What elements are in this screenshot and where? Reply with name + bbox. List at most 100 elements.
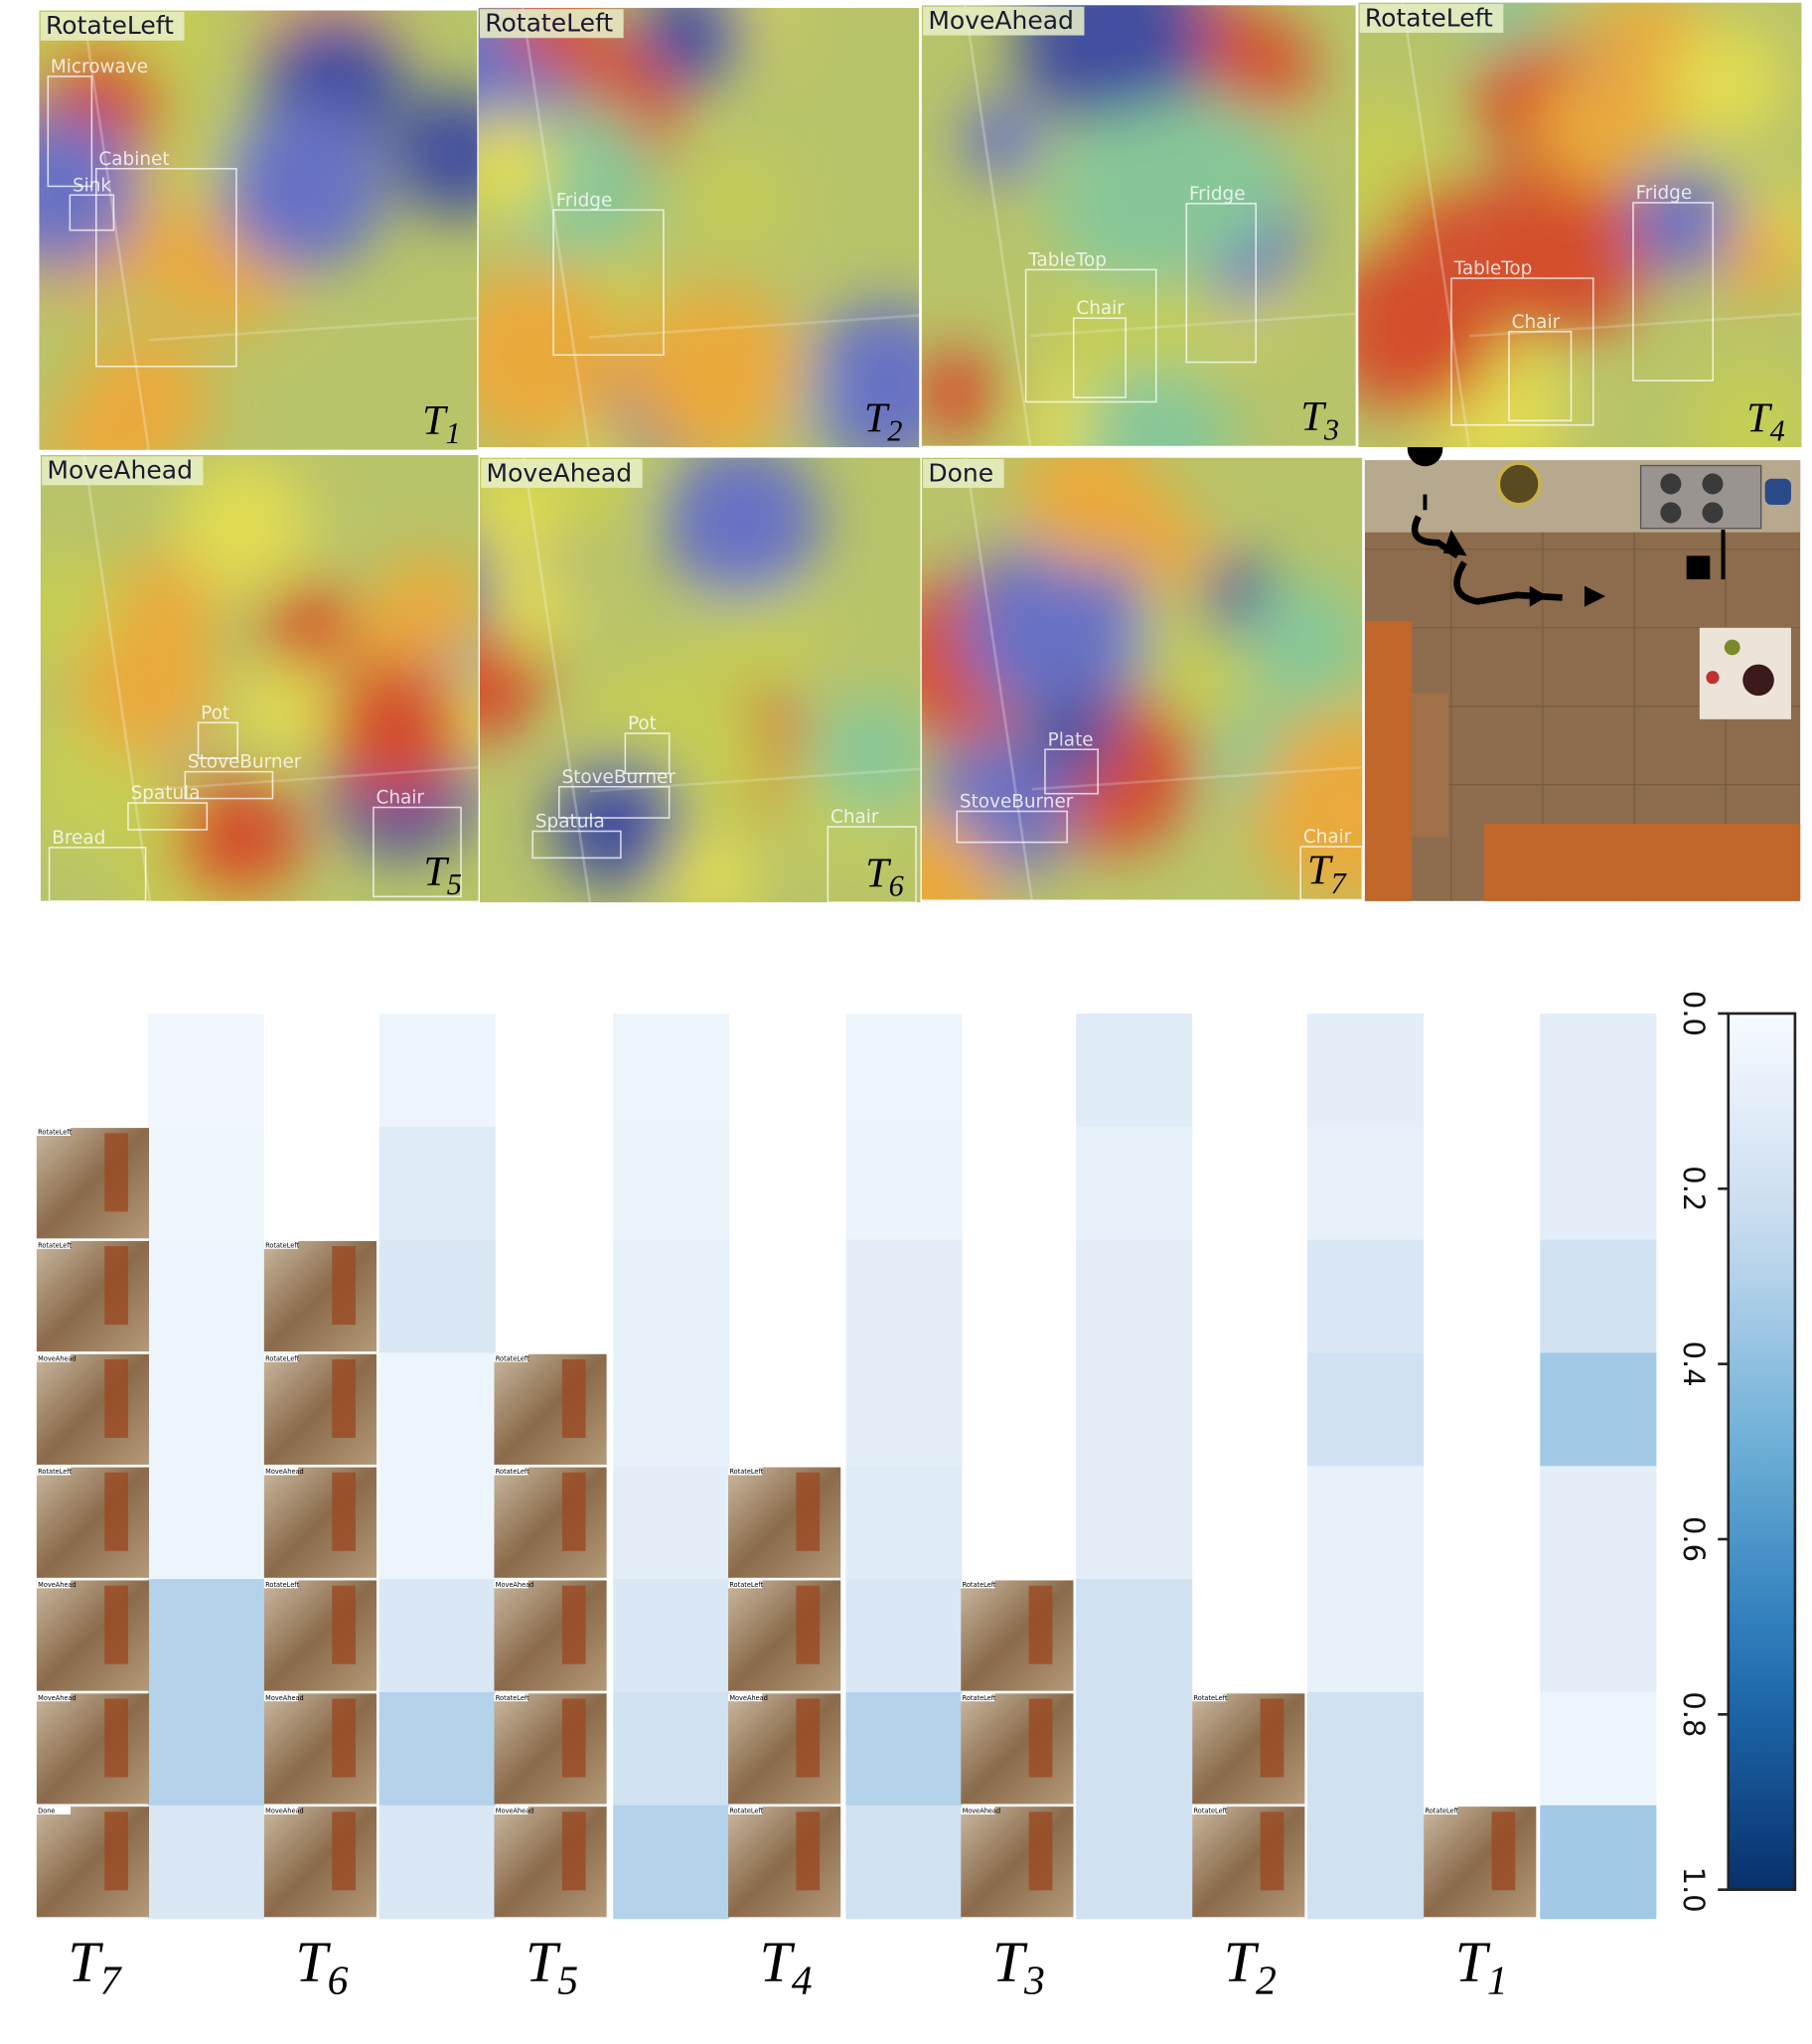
- thumbnail-action: RotateLeft: [1194, 1694, 1228, 1702]
- heat-cell: [613, 1466, 730, 1580]
- step-base: T: [760, 1930, 796, 1994]
- thumbnail-action: RotateLeft: [265, 1354, 299, 1362]
- heat-blobs: [921, 5, 1314, 446]
- heat-cell: [378, 1352, 496, 1467]
- thumbnail: MoveAhead: [36, 1693, 150, 1805]
- thumbnail-action: RotateLeft: [1425, 1808, 1458, 1815]
- thumbnail-tag: [494, 1807, 528, 1815]
- step-label: T5: [526, 1930, 578, 2004]
- thumbnail-wall: [561, 1811, 586, 1891]
- heat-blob: [76, 332, 212, 450]
- heat-blobs: [40, 457, 479, 901]
- heat-cell: [1540, 1691, 1657, 1807]
- thumbnail-tag: [494, 1467, 528, 1476]
- heat-cell: [1540, 1579, 1657, 1693]
- attention-panel: Fridge RotateLeft T2: [478, 7, 920, 448]
- thumbnail-wall: [1260, 1698, 1284, 1778]
- thumbnail-tag: [494, 1580, 528, 1589]
- attention-panel: Fridge TableTop Chair MoveAhead T3: [921, 5, 1356, 446]
- heat-cell: [147, 1691, 264, 1807]
- thumbnail-action: RotateLeft: [265, 1581, 299, 1589]
- room-edge: [149, 765, 479, 791]
- heat-blob: [39, 112, 140, 271]
- object-box: [624, 732, 671, 775]
- action-label: RotateLeft: [1365, 3, 1493, 32]
- heat-cell: [378, 1691, 496, 1807]
- thumbnail-wall: [104, 1698, 128, 1778]
- thumbnail-wall: [104, 1472, 128, 1551]
- thumbnail-image: [961, 1807, 1074, 1918]
- object-box: [956, 810, 1068, 844]
- thumbnail-image: [36, 1807, 150, 1918]
- object-label: Fridge: [556, 190, 613, 211]
- heat-cell: [613, 1126, 730, 1241]
- heat-cell: [1307, 1126, 1425, 1241]
- object-box: [127, 802, 209, 831]
- thumbnail-image: [1192, 1807, 1305, 1918]
- thumbnail-wall: [796, 1811, 821, 1891]
- thumbnail-tag: [961, 1693, 995, 1702]
- heat-cell: [378, 1466, 496, 1580]
- object-label: TableTop: [1027, 249, 1107, 270]
- thumbnail-image: [263, 1693, 378, 1805]
- heat-blob: [263, 581, 353, 672]
- attention-panel: Pot StoveBurner Spatula Chair MoveAhead T6: [479, 457, 921, 903]
- thumbnail-action: MoveAhead: [38, 1354, 76, 1362]
- colorbar: [1727, 1012, 1797, 1891]
- action-tag: [40, 11, 185, 41]
- thumbnail-wall: [332, 1246, 356, 1326]
- attention-panel: Fridge TableTop Chair RotateLeft T4: [1358, 2, 1802, 448]
- thumbnail: MoveAhead: [263, 1467, 378, 1578]
- thumbnail-wall: [104, 1133, 128, 1212]
- object-label: Sink: [73, 175, 111, 196]
- action-tag: [42, 456, 204, 486]
- heat-cell: [613, 1579, 730, 1693]
- thumbnail-image: [263, 1580, 378, 1691]
- heat-cell: [1076, 1239, 1193, 1354]
- thumbnail-tag: [36, 1467, 72, 1476]
- heat-cell: [613, 1352, 730, 1467]
- heat-blobs: [921, 457, 1363, 900]
- thumbnail-action: RotateLeft: [963, 1694, 996, 1702]
- heat-blob: [691, 157, 782, 246]
- object-label: Plate: [1048, 729, 1094, 750]
- heat-blobs: [39, 10, 478, 450]
- thumbnail: RotateLeft: [263, 1240, 378, 1352]
- heat-blob: [237, 661, 331, 755]
- heat-blob: [663, 457, 822, 601]
- thumbnail: RotateLeft: [961, 1693, 1074, 1805]
- thumbnail: RotateLeft: [1192, 1807, 1305, 1918]
- step-base: T: [423, 849, 449, 895]
- object-box: [1044, 748, 1099, 795]
- thumbnail-tag: [263, 1240, 299, 1249]
- heat-cell: [378, 1805, 496, 1920]
- step-base: T: [1746, 394, 1772, 441]
- thumbnail-wall: [104, 1811, 128, 1891]
- object-box: [47, 76, 93, 188]
- thumbnail: RotateLeft: [36, 1467, 150, 1578]
- heat-blob: [804, 302, 920, 448]
- thumbnail-action: MoveAhead: [38, 1581, 76, 1589]
- heat-blob: [626, 283, 805, 448]
- thumbnail: RotateLeft: [1192, 1693, 1305, 1805]
- thumbnail-wall: [561, 1698, 586, 1778]
- heat-blob: [478, 264, 626, 448]
- thumbnail-tag: [36, 1128, 72, 1136]
- thumbnail: RotateLeft: [494, 1467, 607, 1578]
- object-label: StoveBurner: [561, 767, 676, 788]
- thumbnail-wall: [1491, 1811, 1516, 1891]
- thumbnail: RotateLeft: [728, 1580, 841, 1691]
- thumbnail-image: [1424, 1807, 1537, 1918]
- room-edge: [1401, 2, 1471, 448]
- heat-blob: [484, 557, 575, 649]
- thumbnail-image: [36, 1353, 150, 1465]
- room-edge: [588, 314, 920, 339]
- colorbar-tick-label: 1.0: [1677, 1867, 1711, 1913]
- step-base: T: [295, 1930, 331, 1994]
- step-sub: 7: [100, 1959, 123, 2004]
- object-label: Bread: [52, 828, 105, 849]
- thumbnail-action: RotateLeft: [496, 1468, 529, 1476]
- thumbnail: MoveAhead: [36, 1353, 150, 1465]
- thumbnail-wall: [1028, 1585, 1053, 1664]
